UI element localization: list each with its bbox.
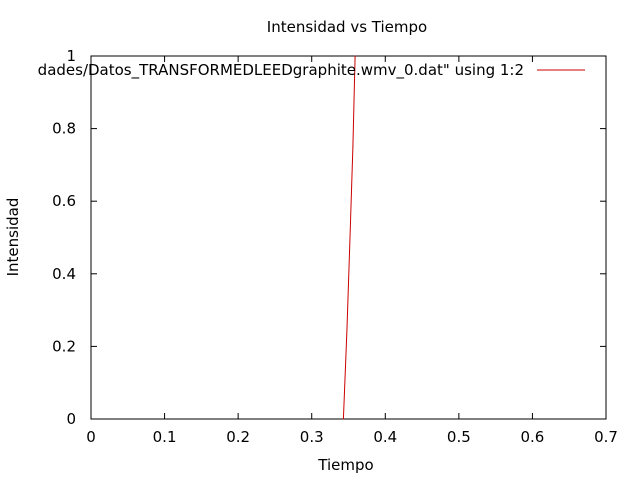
plot-area: 0 0.1 0.2 0.3 0.4 0.5 0.6 0.7 0 0.2 0.4 0.6 0.8 1	[52, 47, 618, 446]
x-tick-label: 0.4	[373, 428, 397, 446]
plot-border	[90, 55, 607, 420]
series-line	[342, 55, 356, 420]
y-tick-label: 0.4	[52, 265, 76, 283]
y-axis-label: Intensidad	[4, 198, 22, 277]
x-tick-label: 0.3	[300, 428, 324, 446]
legend-label: dades/Datos_TRANSFORMEDLEEDgraphite.wmv_…	[38, 61, 524, 80]
chart-title: Intensidad vs Tiempo	[267, 18, 427, 36]
y-tick-label: 0.8	[52, 120, 76, 138]
data-point	[342, 418, 344, 420]
y-tick-label: 0	[66, 410, 76, 428]
data-point	[352, 146, 354, 148]
x-tick-label: 0	[86, 428, 96, 446]
x-tick-label: 0.5	[447, 428, 471, 446]
y-tick-label: 0.2	[52, 337, 76, 355]
legend: dades/Datos_TRANSFORMEDLEEDgraphite.wmv_…	[38, 61, 585, 80]
x-tick-label: 0.6	[520, 428, 544, 446]
x-axis-label: Tiempo	[317, 456, 373, 474]
data-point	[346, 327, 348, 329]
x-tick-label: 0.7	[594, 428, 618, 446]
x-tick-label: 0.2	[226, 428, 250, 446]
y-tick-label: 1	[66, 47, 76, 65]
data-point	[349, 237, 351, 238]
y-tick-label: 0.6	[52, 192, 76, 210]
data-point	[354, 55, 356, 57]
x-tick-label: 0.1	[153, 428, 177, 446]
